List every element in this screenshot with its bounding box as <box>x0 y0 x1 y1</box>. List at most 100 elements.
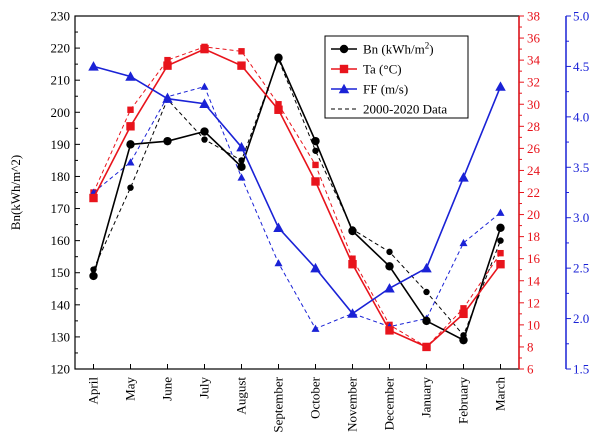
data-point-square <box>460 305 467 312</box>
data-point-triangle <box>126 158 135 166</box>
right2-axis-tick-label: 2.0 <box>573 311 589 326</box>
series-line <box>92 48 502 348</box>
data-point-square <box>127 106 134 113</box>
left-axis-tick-label: 120 <box>51 362 71 377</box>
left-axis-tick-label: 150 <box>51 265 71 280</box>
right1-axis-tick-label: 22 <box>527 185 540 200</box>
data-point-square <box>275 101 282 108</box>
data-point-square <box>311 177 320 186</box>
x-axis-tick-label: November <box>345 376 360 432</box>
data-point-circle <box>459 335 468 345</box>
left-axis-tick-label: 130 <box>51 329 71 344</box>
left-axis-tick-label: 200 <box>51 105 71 120</box>
data-point-triangle <box>88 61 99 71</box>
x-axis-tick-label: September <box>271 376 286 432</box>
data-point-circle <box>89 271 98 281</box>
right2-axis-tick-label: 2.5 <box>573 261 589 276</box>
right2-axis-tick-label: 5.0 <box>573 9 589 24</box>
right1-axis-tick-label: 28 <box>527 119 540 134</box>
data-point-triangle <box>384 283 395 293</box>
data-point-circle <box>237 162 246 172</box>
data-point-square <box>274 105 283 114</box>
data-point-square <box>238 48 245 55</box>
data-point-square <box>163 61 172 70</box>
data-point-triangle <box>274 259 283 267</box>
data-point-triangle <box>162 93 173 103</box>
right1-axis-tick-label: 16 <box>527 251 541 266</box>
data-point-circle <box>201 136 208 143</box>
data-point-circle <box>126 140 135 149</box>
right1-axis-tick-label: 36 <box>527 31 541 46</box>
data-point-circle <box>422 316 431 326</box>
data-point-circle <box>496 223 505 232</box>
x-axis-tick-label: December <box>382 376 397 430</box>
right1-axis-tick-label: 30 <box>527 97 540 112</box>
data-point-square <box>164 56 171 64</box>
right2-axis-tick-label: 4.0 <box>573 109 589 124</box>
data-point-triangle <box>125 71 136 81</box>
series-line <box>93 65 502 315</box>
legend-label: FF (m/s) <box>363 82 408 97</box>
data-point-circle <box>311 136 320 146</box>
left-axis-tick-label: 140 <box>51 297 71 312</box>
data-point-square <box>459 309 468 319</box>
left-axis-tick-label: 220 <box>51 41 71 56</box>
right1-axis-tick-label: 6 <box>527 362 534 377</box>
x-axis-tick-label: July <box>197 377 212 399</box>
data-point-triangle <box>237 173 246 181</box>
x-axis-tick-label: May <box>123 377 138 401</box>
data-point-triangle <box>496 208 505 216</box>
right1-axis-tick-label: 20 <box>527 207 540 222</box>
data-point-triangle <box>421 262 432 273</box>
data-point-circle <box>163 136 172 146</box>
data-point-square <box>89 193 98 203</box>
right1-axis-tick-label: 32 <box>527 75 540 90</box>
legend-label: Ta (°C) <box>363 62 402 77</box>
data-point-circle <box>386 248 393 256</box>
series-line-dashed <box>93 46 501 348</box>
x-axis-tick-label: April <box>86 377 101 405</box>
data-point-triangle <box>311 324 320 332</box>
data-point-circle <box>274 53 283 62</box>
x-axis-tick-label: January <box>419 377 434 418</box>
data-point-circle <box>385 262 394 271</box>
data-point-triangle <box>459 238 468 247</box>
data-point-triangle <box>273 222 284 232</box>
right1-axis-tick-label: 24 <box>527 163 541 178</box>
right1-axis-tick-label: 10 <box>527 317 540 332</box>
left-axis-tick-label: 230 <box>51 9 71 24</box>
data-point-circle <box>200 127 209 136</box>
legend-label: Bn (kWh/m2) <box>363 41 434 57</box>
data-point-circle <box>127 184 134 191</box>
left-axis-tick-label: 170 <box>51 201 71 216</box>
right2-axis-tick-label: 1.5 <box>573 362 589 377</box>
right2-axis-tick-label: 3.5 <box>573 160 589 175</box>
x-axis-tick-label: February <box>456 377 471 424</box>
left-axis-tick-label: 160 <box>51 233 71 248</box>
data-point-triangle <box>310 262 321 273</box>
series-line <box>92 55 502 342</box>
x-axis-tick-label: June <box>160 377 175 401</box>
right2-axis-tick-label: 4.5 <box>573 59 589 74</box>
series-line-dashed <box>93 57 501 337</box>
y-axis-title: Bn(kWh/m^2) <box>8 155 23 230</box>
data-point-square <box>237 61 246 70</box>
data-point-circle <box>497 237 504 244</box>
right1-axis-tick-label: 8 <box>527 339 534 354</box>
x-axis-tick-label: August <box>234 377 249 415</box>
data-point-square <box>200 44 209 54</box>
data-point-triangle <box>236 141 247 152</box>
data-point-triangle <box>200 82 209 90</box>
data-point-square <box>126 122 135 131</box>
data-point-triangle <box>458 172 469 182</box>
x-axis-tick-label: October <box>308 376 323 419</box>
data-point-triangle <box>199 98 210 108</box>
left-axis-tick-label: 180 <box>51 169 71 184</box>
data-point-triangle <box>347 308 358 318</box>
data-point-circle <box>348 226 357 236</box>
x-axis-tick-label: March <box>493 377 508 411</box>
left-axis-tick-label: 190 <box>51 137 71 152</box>
data-point-circle <box>339 44 349 54</box>
